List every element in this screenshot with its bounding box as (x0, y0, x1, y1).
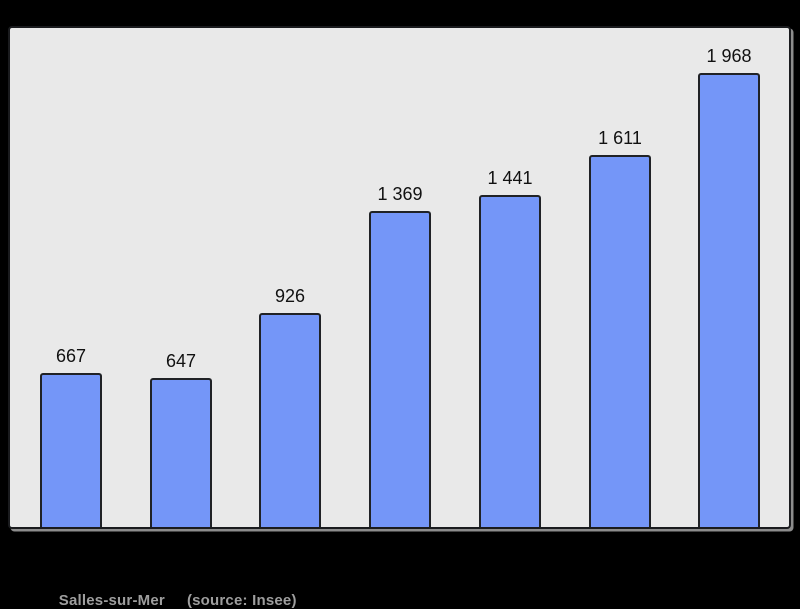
bar (150, 378, 212, 527)
bar-group: 1 611 (589, 128, 651, 527)
bar-group: 647 (150, 351, 212, 527)
bar (40, 373, 102, 527)
bar-value-label: 1 968 (706, 46, 752, 66)
bar (259, 313, 321, 527)
bar-value-label: 1 441 (487, 168, 533, 188)
chart-caption: Salles-sur-Mer (source: Insee) (50, 575, 297, 609)
bar (589, 155, 651, 527)
bar-group: 667 (40, 346, 102, 527)
bar-group: 1 369 (369, 184, 431, 527)
bar-value-label: 667 (55, 346, 87, 366)
bar-group: 1 441 (479, 168, 541, 527)
bar (369, 211, 431, 527)
bar-group: 926 (259, 286, 321, 527)
bar-value-label: 1 369 (377, 184, 423, 204)
bar-value-label: 647 (165, 351, 197, 371)
bar (698, 73, 760, 527)
caption-source: (source: Insee) (186, 592, 297, 609)
bar-chart: 667 647 926 1 369 1 441 1 611 1 968 (10, 28, 789, 527)
bar-value-label: 1 611 (598, 128, 642, 148)
caption-commune-name: Salles-sur-Mer (58, 592, 165, 609)
chart-plot-area: 667 647 926 1 369 1 441 1 611 1 968 (8, 26, 791, 529)
bar-group: 1 968 (698, 46, 760, 527)
bar (479, 195, 541, 527)
bar-value-label: 926 (274, 286, 306, 306)
